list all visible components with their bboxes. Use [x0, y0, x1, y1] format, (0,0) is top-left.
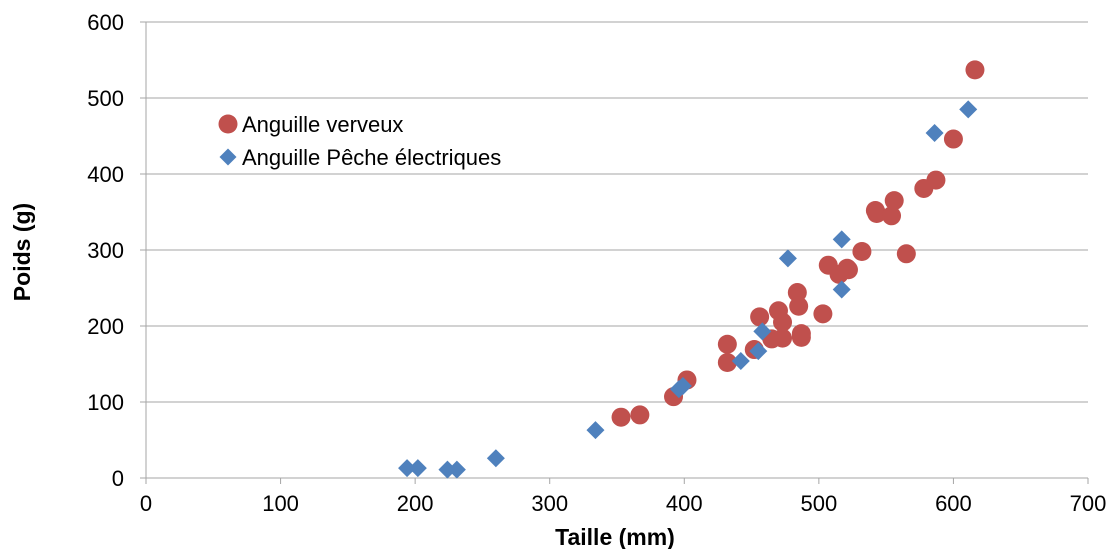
- data-point-circle: [813, 304, 833, 324]
- data-point-circle: [773, 312, 793, 332]
- legend-item: Anguille Pêche électriques: [219, 145, 501, 170]
- x-axis-ticks: 0 100 200 300 400 500 600 700: [140, 478, 1106, 516]
- y-tick-label: 200: [87, 314, 124, 339]
- data-point-circle: [791, 324, 811, 344]
- x-tick-label: 0: [140, 491, 152, 516]
- data-point-circle: [717, 352, 737, 372]
- series-layer: [398, 60, 985, 479]
- data-point-diamond: [673, 377, 692, 396]
- data-point-diamond: [586, 421, 605, 440]
- data-point-diamond: [408, 459, 427, 478]
- legend-marker-diamond: [219, 148, 237, 166]
- legend-label: Anguille Pêche électriques: [242, 145, 501, 170]
- data-point-circle: [838, 260, 858, 280]
- y-tick-label: 400: [87, 162, 124, 187]
- x-tick-label: 600: [935, 491, 972, 516]
- data-point-circle: [926, 170, 946, 190]
- x-axis-title: Taille (mm): [555, 524, 675, 549]
- data-point-diamond: [438, 460, 457, 479]
- data-point-circle: [852, 242, 872, 262]
- data-point-diamond: [486, 449, 505, 468]
- data-point-diamond: [778, 249, 797, 268]
- data-point-diamond: [925, 123, 944, 142]
- data-point-circle: [750, 307, 770, 327]
- data-point-circle: [882, 206, 902, 226]
- y-tick-label: 0: [112, 466, 124, 491]
- data-point-diamond: [447, 460, 466, 479]
- legend-item: Anguille verveux: [218, 112, 403, 137]
- x-tick-label: 100: [262, 491, 299, 516]
- x-tick-label: 400: [666, 491, 703, 516]
- data-point-circle: [773, 328, 793, 348]
- data-point-circle: [787, 283, 807, 303]
- data-point-diamond: [832, 280, 851, 299]
- y-axis-ticks: 0 100 200 300 400 500 600: [87, 10, 146, 491]
- data-point-circle: [717, 334, 737, 354]
- legend-marker-circle: [218, 114, 238, 134]
- data-point-circle: [896, 244, 916, 264]
- data-point-diamond: [959, 100, 978, 119]
- data-point-circle: [611, 407, 631, 427]
- data-point-diamond: [832, 230, 851, 249]
- gridlines: [146, 21, 1088, 403]
- y-tick-label: 300: [87, 238, 124, 263]
- data-point-circle: [867, 204, 887, 224]
- y-tick-label: 500: [87, 86, 124, 111]
- data-point-diamond: [749, 342, 768, 361]
- x-tick-label: 700: [1070, 491, 1107, 516]
- data-point-diamond: [753, 322, 772, 341]
- data-point-circle: [965, 60, 985, 80]
- data-point-circle: [884, 191, 904, 211]
- x-tick-label: 300: [531, 491, 568, 516]
- x-tick-label: 500: [800, 491, 837, 516]
- x-tick-label: 200: [397, 491, 434, 516]
- data-point-diamond: [731, 351, 750, 370]
- data-point-circle: [943, 129, 963, 149]
- y-axis-title: Poids (g): [9, 203, 35, 301]
- data-point-circle: [789, 296, 809, 316]
- data-point-circle: [630, 405, 650, 425]
- data-point-diamond: [398, 459, 417, 478]
- series-diamond: [398, 100, 978, 479]
- y-tick-label: 100: [87, 390, 124, 415]
- legend-label: Anguille verveux: [242, 112, 403, 137]
- series-circle: [611, 60, 985, 427]
- y-tick-label: 600: [87, 10, 124, 35]
- legend: Anguille verveux Anguille Pêche électriq…: [218, 112, 501, 170]
